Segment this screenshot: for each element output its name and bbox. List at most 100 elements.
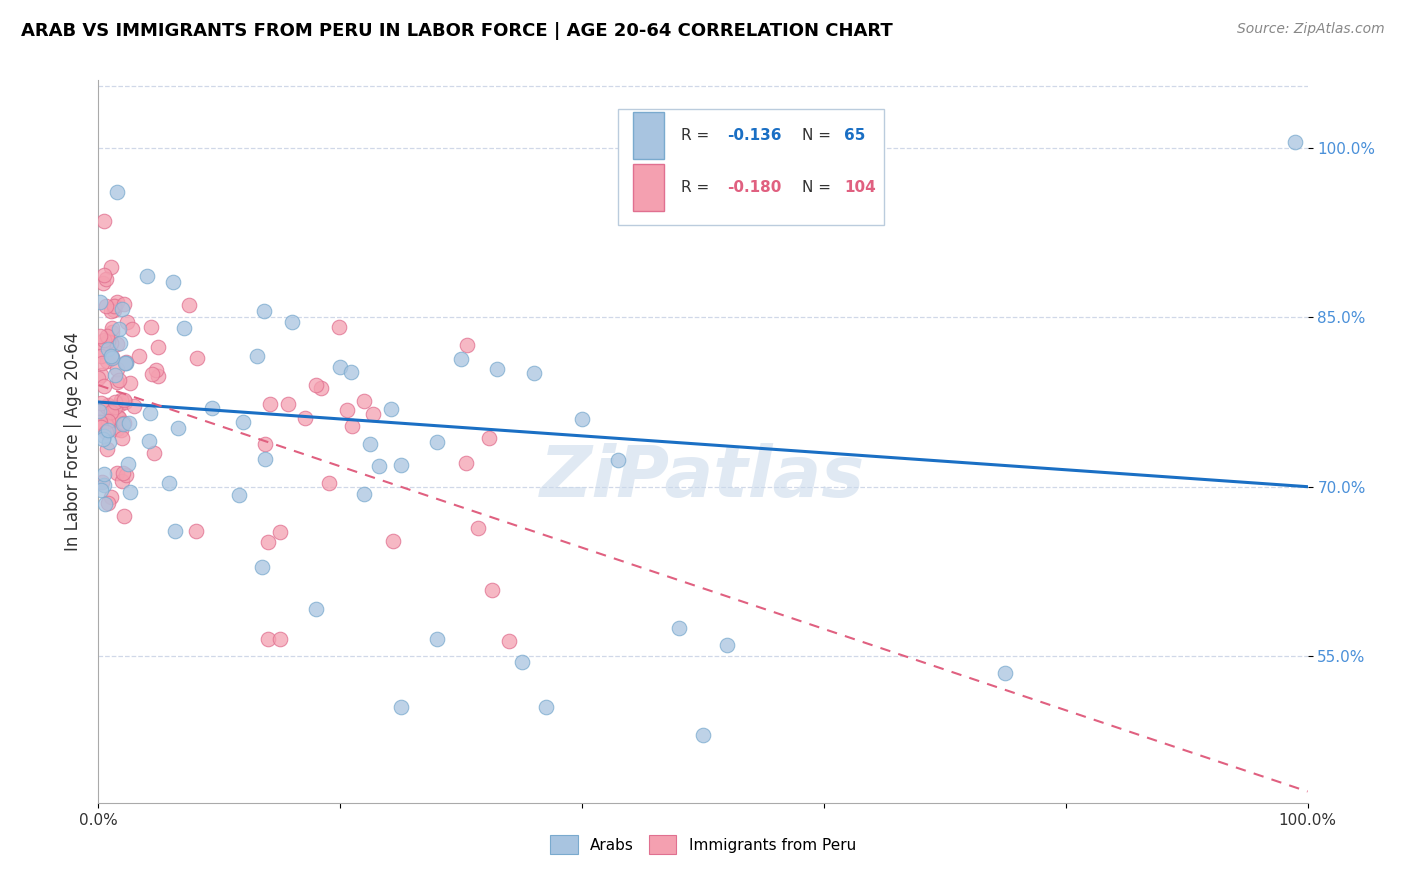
Point bbox=[114, 356, 136, 370]
Point bbox=[668, 621, 690, 635]
Point bbox=[148, 340, 170, 354]
Point bbox=[456, 338, 478, 352]
Text: Source: ZipAtlas.com: Source: ZipAtlas.com bbox=[1237, 22, 1385, 37]
Point bbox=[253, 304, 276, 318]
Point bbox=[105, 294, 128, 309]
Point bbox=[135, 268, 157, 283]
Point bbox=[426, 435, 449, 450]
Point bbox=[112, 509, 135, 524]
Point bbox=[108, 336, 131, 351]
Point bbox=[97, 334, 120, 348]
Point bbox=[120, 485, 142, 500]
Point bbox=[90, 420, 112, 434]
Point bbox=[111, 302, 134, 317]
Point bbox=[340, 365, 363, 379]
Point bbox=[105, 466, 128, 480]
Point bbox=[108, 322, 131, 336]
Point bbox=[146, 368, 169, 383]
Point bbox=[253, 437, 276, 451]
Point bbox=[329, 360, 352, 375]
Point bbox=[107, 410, 129, 425]
Point bbox=[103, 413, 125, 427]
Point bbox=[607, 453, 630, 467]
Point bbox=[87, 371, 110, 385]
Point bbox=[90, 405, 112, 419]
Point bbox=[128, 349, 150, 363]
Point bbox=[162, 276, 184, 290]
Point bbox=[294, 411, 316, 425]
Point bbox=[143, 446, 166, 460]
Point bbox=[994, 665, 1017, 680]
Point bbox=[523, 366, 546, 380]
Point bbox=[96, 329, 118, 343]
Point bbox=[97, 342, 120, 356]
Point bbox=[105, 186, 128, 200]
Point bbox=[91, 337, 114, 351]
Point bbox=[105, 422, 128, 436]
Point bbox=[115, 315, 138, 329]
Point bbox=[353, 393, 375, 408]
Point bbox=[94, 425, 117, 440]
Point bbox=[114, 394, 136, 409]
Text: ZiPatlas: ZiPatlas bbox=[540, 443, 866, 512]
Point bbox=[101, 321, 124, 335]
Point bbox=[97, 496, 120, 510]
Point bbox=[104, 400, 127, 414]
Point bbox=[389, 699, 412, 714]
Point bbox=[90, 344, 112, 359]
Point bbox=[454, 456, 477, 470]
Point bbox=[256, 632, 278, 646]
Point bbox=[336, 403, 359, 417]
Text: N =: N = bbox=[803, 180, 837, 195]
Text: -0.180: -0.180 bbox=[727, 180, 782, 195]
Point bbox=[159, 476, 181, 491]
Point bbox=[100, 491, 122, 505]
Point bbox=[340, 418, 363, 433]
FancyBboxPatch shape bbox=[633, 164, 664, 211]
Point bbox=[139, 406, 162, 420]
Point bbox=[90, 368, 112, 382]
Point bbox=[105, 337, 128, 351]
Point bbox=[94, 405, 117, 419]
Point bbox=[89, 295, 111, 310]
Point bbox=[467, 521, 489, 535]
Point bbox=[122, 399, 145, 413]
Point bbox=[426, 632, 449, 646]
Point bbox=[91, 356, 114, 370]
Point bbox=[93, 268, 115, 282]
Point bbox=[118, 416, 141, 430]
Point bbox=[179, 298, 201, 312]
Point bbox=[110, 423, 132, 437]
Point bbox=[112, 417, 135, 431]
Point bbox=[100, 404, 122, 418]
Point bbox=[228, 488, 250, 502]
Point bbox=[269, 525, 291, 540]
Point bbox=[305, 602, 328, 616]
Point bbox=[231, 415, 253, 429]
Point bbox=[692, 728, 714, 742]
Point bbox=[89, 403, 111, 417]
Point bbox=[93, 477, 115, 491]
Point bbox=[111, 431, 134, 445]
Text: 104: 104 bbox=[845, 180, 876, 195]
Point bbox=[498, 634, 520, 648]
Y-axis label: In Labor Force | Age 20-64: In Labor Force | Age 20-64 bbox=[63, 332, 82, 551]
Point bbox=[111, 466, 134, 480]
Point bbox=[105, 361, 128, 376]
Point bbox=[108, 397, 131, 411]
Point bbox=[97, 434, 120, 449]
Legend: Arabs, Immigrants from Peru: Arabs, Immigrants from Peru bbox=[544, 830, 862, 860]
Point bbox=[277, 397, 299, 411]
Point bbox=[186, 351, 208, 365]
Point bbox=[389, 458, 412, 472]
Point bbox=[108, 411, 131, 425]
Point bbox=[359, 437, 381, 451]
Point bbox=[138, 434, 160, 448]
Point bbox=[115, 468, 138, 483]
Point bbox=[90, 349, 112, 363]
Point bbox=[353, 487, 375, 501]
FancyBboxPatch shape bbox=[619, 109, 884, 225]
Point bbox=[139, 319, 162, 334]
Point bbox=[104, 299, 127, 313]
Point bbox=[486, 361, 509, 376]
